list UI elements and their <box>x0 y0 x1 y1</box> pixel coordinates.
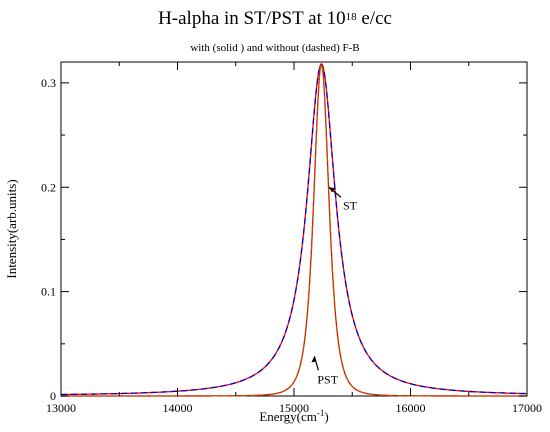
x-tick-label: 15000 <box>279 401 309 415</box>
annotations: ST PST <box>311 186 358 386</box>
chart-title-suffix: e/cc <box>356 8 392 29</box>
chart-title-prefix: H-alpha in ST/PST at 10 <box>158 8 346 29</box>
series-group <box>61 62 528 397</box>
series-line-st-solid <box>61 63 528 396</box>
y-tick-label: 0.2 <box>41 180 56 194</box>
chart-title-exponent: 18 <box>345 11 357 23</box>
x-axis-label: Energy(cm-1) <box>259 408 328 424</box>
x-tick-label: 13000 <box>46 401 76 415</box>
plot-area-frame <box>60 61 528 397</box>
x-tick-label: 17000 <box>512 401 542 415</box>
st-arrow-head <box>328 187 336 193</box>
x-tick-label: 14000 <box>163 401 193 415</box>
y-axis-ticks: 0 0.1 0.2 0.3 <box>41 76 527 403</box>
y-axis-label: Intensity(arb.units) <box>4 179 19 278</box>
chart-title: H-alpha in ST/PST at 1018 e/cc <box>0 8 550 30</box>
series-line-st-dashed <box>61 63 528 396</box>
x-tick-label: 16000 <box>396 401 426 415</box>
y-tick-label: 0.1 <box>41 285 56 299</box>
pst-arrow-head <box>311 356 317 363</box>
st-annotation-label: ST <box>343 198 358 212</box>
pst-annotation-label: PST <box>317 372 338 386</box>
y-tick-label: 0.3 <box>41 76 56 90</box>
chart-subtitle: with (solid ) and without (dashed) F-B <box>190 42 360 54</box>
x-axis-ticks: 13000 14000 15000 16000 17000 <box>46 62 542 415</box>
series-line-pst-dashed <box>61 62 527 397</box>
series-line-pst-solid <box>61 62 527 397</box>
y-tick-label: 0 <box>50 389 56 403</box>
